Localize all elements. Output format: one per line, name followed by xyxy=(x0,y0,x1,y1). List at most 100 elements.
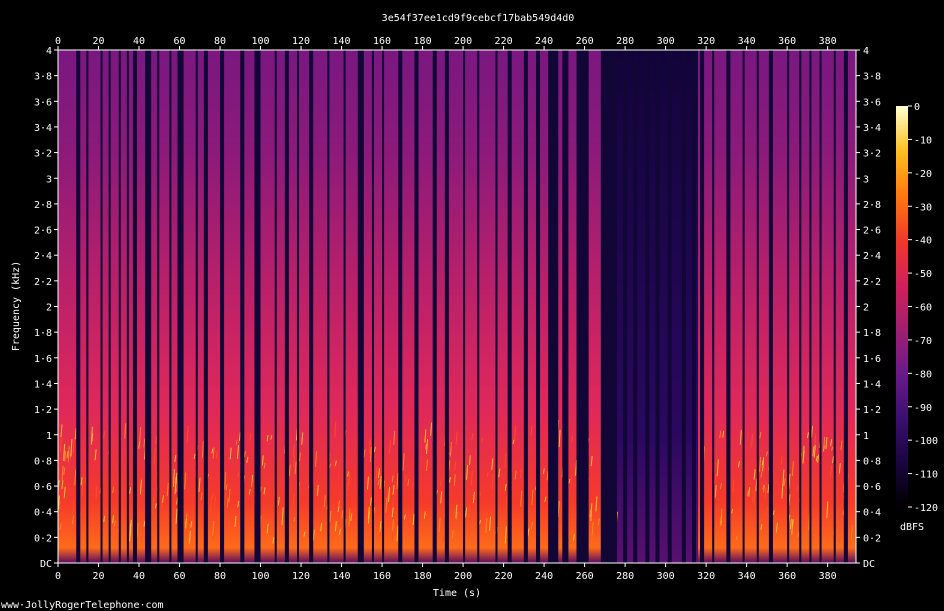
y-tick-left-label-7: 1·4 xyxy=(34,379,52,390)
streak-464 xyxy=(70,439,73,457)
streak-226 xyxy=(293,517,296,522)
streak-302 xyxy=(781,484,784,499)
streak-253 xyxy=(201,440,204,458)
streak-296 xyxy=(81,481,84,497)
streak-493 xyxy=(817,454,820,463)
silent-segment-21 xyxy=(343,50,346,563)
y-tick-left-label-2: 0·4 xyxy=(34,508,52,519)
x-ticks-top: 0 20 40 60 80 100 120 140 160 180 200 220 240 260 280 3… xyxy=(55,36,837,50)
streak-279 xyxy=(334,460,337,466)
silent-segment-16 xyxy=(274,50,277,563)
streak-482 xyxy=(491,473,494,489)
y-tick-left-label-13: 2·6 xyxy=(34,226,52,237)
streak-501 xyxy=(498,468,501,478)
streak-211 xyxy=(782,469,785,486)
streak-303 xyxy=(237,500,240,508)
streak-32 xyxy=(341,510,344,519)
streak-242 xyxy=(307,530,310,538)
streak-88 xyxy=(320,522,323,532)
streak-171 xyxy=(485,518,488,533)
streak-41 xyxy=(455,431,458,445)
streak-10 xyxy=(338,500,341,506)
silent-segment-10 xyxy=(177,50,184,563)
streak-502 xyxy=(155,436,158,445)
streak-472 xyxy=(823,436,826,449)
silent-segment-53 xyxy=(799,50,802,563)
streak-483 xyxy=(226,497,229,508)
streak-205 xyxy=(61,465,64,481)
streak-169 xyxy=(391,475,394,483)
streak-179 xyxy=(94,449,97,461)
silent-segment-46 xyxy=(700,50,705,563)
silent-segment-47 xyxy=(712,50,715,563)
streak-466 xyxy=(714,473,717,484)
streak-229 xyxy=(739,430,742,445)
streak-349 xyxy=(175,508,178,524)
x-tick-top-label-2: 40 xyxy=(133,36,145,47)
silent-segment-41 xyxy=(645,50,650,563)
streak-282 xyxy=(210,496,213,514)
x-tick-bottom-label-3: 60 xyxy=(173,571,185,582)
y-tick-right-label-2: 0·4 xyxy=(863,508,881,519)
streak-364 xyxy=(348,472,351,487)
streak-69 xyxy=(544,496,547,502)
streak-35 xyxy=(64,450,67,462)
streak-95 xyxy=(139,479,142,495)
silent-segment-26 xyxy=(414,50,419,563)
x-tick-bottom-label-18: 360 xyxy=(778,571,796,582)
streak-374 xyxy=(266,523,269,534)
streak-24 xyxy=(753,469,756,480)
streak-275 xyxy=(748,487,751,497)
streak-93 xyxy=(236,444,239,459)
streak-57 xyxy=(775,522,778,533)
streak-511 xyxy=(103,431,106,439)
y-tick-left-label-5: 1 xyxy=(46,431,52,442)
streak-3 xyxy=(455,504,458,519)
y-tick-right-label-11: 2·2 xyxy=(863,277,881,288)
colorbar-tick-label-5: -50 xyxy=(914,269,932,280)
streak-280 xyxy=(759,431,762,439)
streak-85 xyxy=(154,503,157,509)
y-tick-right-label-20: 4 xyxy=(863,46,869,57)
y-tick-left-label-18: 3·6 xyxy=(34,97,52,108)
streak-362 xyxy=(755,478,758,492)
streak-448 xyxy=(229,447,232,460)
streak-208 xyxy=(329,463,331,468)
streak-200 xyxy=(72,499,75,516)
streak-97 xyxy=(312,529,315,541)
streak-496 xyxy=(572,534,575,541)
streak-512 xyxy=(811,425,814,438)
streak-435 xyxy=(228,488,231,503)
watermark: www·JollyRogerTelephone·com xyxy=(1,600,164,611)
x-tick-top-label-19: 380 xyxy=(819,36,837,47)
streak-62 xyxy=(812,446,815,457)
colorbar-tick-label-12: -120 xyxy=(914,503,938,514)
streak-398 xyxy=(84,477,87,484)
y-tick-left-label-10: 2 xyxy=(46,303,52,314)
silent-segment-43 xyxy=(667,50,672,563)
silent-segment-55 xyxy=(819,50,822,563)
silent-segment-24 xyxy=(382,50,385,563)
streak-240 xyxy=(172,469,175,487)
streak-332 xyxy=(850,525,853,541)
streak-273 xyxy=(530,521,533,530)
streak-351 xyxy=(298,452,301,462)
streak-403 xyxy=(825,437,828,450)
streak-26 xyxy=(772,510,775,516)
streak-215 xyxy=(140,535,143,543)
streak-45 xyxy=(369,446,372,462)
y-tick-right-label-3: 0·6 xyxy=(863,482,881,493)
streak-343 xyxy=(153,447,156,465)
streak-420 xyxy=(248,489,251,495)
silent-segment-45 xyxy=(691,50,696,563)
streak-265 xyxy=(152,496,155,515)
x-tick-top-label-10: 200 xyxy=(454,36,472,47)
streak-419 xyxy=(63,443,66,462)
y-tick-left-label-11: 2·2 xyxy=(34,277,52,288)
streak-110 xyxy=(67,446,70,463)
silent-segment-6 xyxy=(132,50,137,563)
silent-segment-39 xyxy=(623,50,628,563)
x-tick-bottom-label-9: 180 xyxy=(414,571,432,582)
streak-156 xyxy=(391,519,394,532)
streak-133 xyxy=(379,476,382,490)
